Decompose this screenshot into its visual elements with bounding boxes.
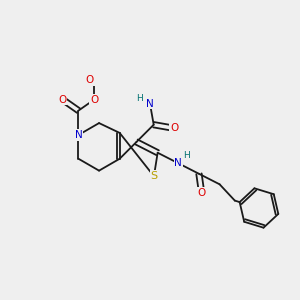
Text: N: N [75, 130, 82, 140]
Text: O: O [170, 123, 178, 133]
Text: S: S [150, 171, 158, 181]
Text: O: O [86, 75, 94, 85]
Text: H: H [183, 151, 190, 160]
Text: N: N [174, 158, 182, 168]
Text: O: O [58, 94, 67, 104]
Text: N: N [146, 99, 154, 109]
Text: O: O [90, 94, 98, 104]
Text: O: O [197, 188, 206, 198]
Text: H: H [136, 94, 142, 103]
